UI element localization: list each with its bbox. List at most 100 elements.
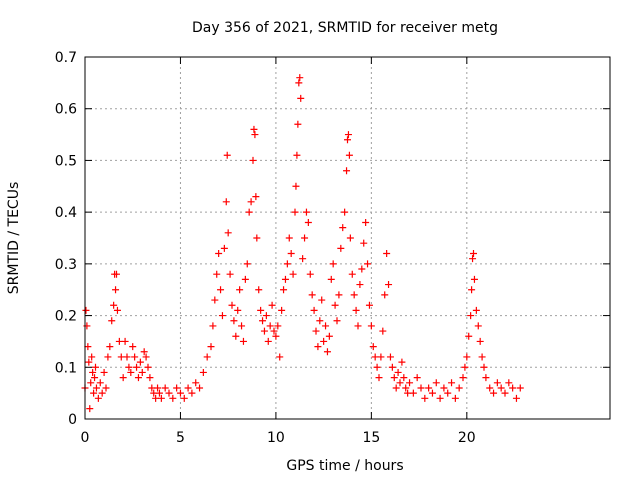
- data-point: [82, 306, 90, 314]
- data-point: [413, 374, 421, 382]
- data-point: [260, 327, 268, 335]
- data-point: [322, 322, 330, 330]
- data-point: [346, 234, 354, 242]
- data-point: [364, 260, 372, 268]
- data-point: [400, 374, 408, 382]
- x-tick-label: 10: [267, 430, 285, 446]
- data-point: [252, 193, 260, 201]
- data-points: [81, 74, 524, 413]
- data-point: [343, 167, 351, 175]
- data-point: [100, 368, 108, 376]
- data-point: [512, 394, 520, 402]
- data-point: [213, 270, 221, 278]
- data-point: [373, 363, 381, 371]
- data-point: [350, 291, 358, 299]
- data-point: [304, 218, 312, 226]
- data-point: [272, 332, 280, 340]
- data-point: [375, 374, 383, 382]
- data-point: [335, 291, 343, 299]
- data-point: [228, 301, 236, 309]
- data-point: [165, 389, 173, 397]
- data-point: [243, 260, 251, 268]
- data-point: [379, 327, 387, 335]
- data-point: [501, 389, 509, 397]
- data-point: [308, 291, 316, 299]
- data-point: [421, 394, 429, 402]
- data-point: [257, 306, 265, 314]
- data-point: [92, 363, 99, 371]
- data-point: [318, 296, 326, 304]
- y-tick-label: 0.4: [55, 205, 77, 221]
- data-point: [358, 265, 366, 273]
- data-point: [360, 239, 368, 247]
- data-point: [144, 363, 152, 371]
- data-point: [356, 281, 364, 289]
- data-point: [90, 389, 98, 397]
- data-point: [327, 275, 335, 283]
- data-point: [469, 255, 477, 263]
- data-point: [440, 384, 448, 392]
- data-point: [142, 353, 150, 361]
- data-point: [470, 275, 478, 283]
- data-point: [226, 270, 234, 278]
- data-point: [486, 384, 494, 392]
- data-point: [86, 405, 94, 413]
- data-point: [480, 363, 488, 371]
- data-point: [476, 337, 484, 345]
- data-point: [274, 322, 282, 330]
- x-tick-label: 0: [81, 430, 90, 446]
- data-point: [354, 322, 362, 330]
- data-point: [448, 379, 456, 387]
- data-point: [398, 358, 406, 366]
- data-point: [230, 317, 238, 325]
- data-point: [385, 281, 393, 289]
- data-point: [88, 353, 96, 361]
- data-point: [493, 379, 501, 387]
- data-point: [146, 374, 154, 382]
- data-point: [176, 389, 184, 397]
- data-point: [196, 384, 204, 392]
- data-point: [161, 384, 169, 392]
- y-tick-label: 0.5: [55, 153, 77, 169]
- data-point: [467, 312, 475, 320]
- data-point: [301, 234, 309, 242]
- data-point: [133, 363, 141, 371]
- data-point: [217, 286, 225, 294]
- data-point: [490, 389, 498, 397]
- data-point: [268, 301, 276, 309]
- data-point: [285, 234, 293, 242]
- data-point: [505, 379, 513, 387]
- data-point: [316, 317, 324, 325]
- data-point: [428, 389, 436, 397]
- data-point: [396, 379, 404, 387]
- data-point: [121, 337, 129, 345]
- data-point: [222, 198, 230, 206]
- chart-title: Day 356 of 2021, SRMTID for receiver met…: [192, 20, 498, 36]
- data-point: [339, 224, 347, 232]
- x-tick-label: 20: [458, 430, 476, 446]
- data-point: [320, 337, 328, 345]
- data-point: [119, 374, 127, 382]
- data-point: [278, 306, 286, 314]
- data-point: [113, 270, 120, 278]
- data-point: [329, 260, 337, 268]
- data-point: [236, 286, 244, 294]
- data-point: [238, 322, 246, 330]
- data-point: [345, 151, 353, 159]
- data-point: [102, 384, 110, 392]
- data-point: [85, 358, 93, 366]
- data-point: [337, 244, 345, 252]
- data-point: [516, 384, 524, 392]
- data-point: [136, 358, 144, 366]
- x-tick-label: 15: [362, 430, 380, 446]
- data-point: [299, 255, 307, 263]
- data-point: [459, 374, 467, 382]
- data-point: [270, 327, 278, 335]
- data-point: [390, 374, 398, 382]
- data-point: [203, 353, 211, 361]
- data-point: [455, 384, 463, 392]
- data-point: [94, 394, 102, 402]
- data-point: [91, 374, 99, 382]
- data-point: [134, 374, 142, 382]
